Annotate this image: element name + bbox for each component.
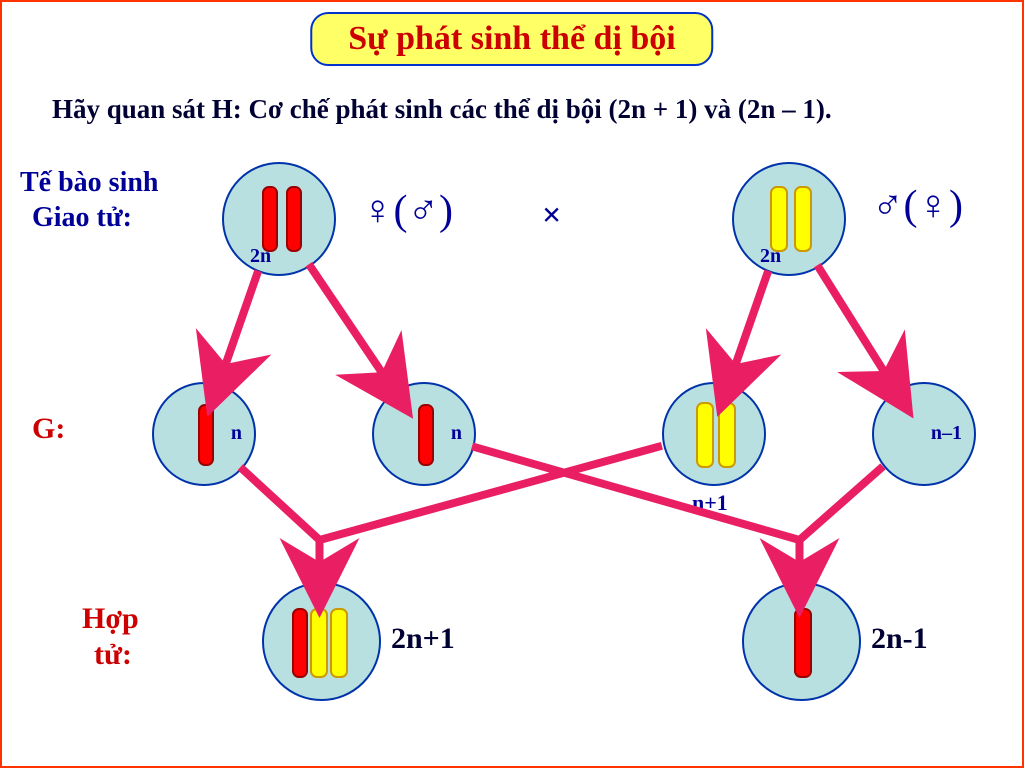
row3-label-a: Hợp	[82, 602, 139, 636]
female-male-symbol: ♀(♂)	[362, 187, 453, 235]
title-text: Sự phát sinh thể dị bội	[348, 20, 675, 57]
chromosome-yellow	[718, 402, 736, 468]
cell-g_right2: n–1	[872, 382, 976, 486]
cross-symbol: ×	[542, 197, 561, 235]
subtitle-text: Hãy quan sát H: Cơ chế phát sinh các thể…	[52, 94, 982, 125]
row1-label-b: Giao tử:	[32, 202, 132, 234]
chromosome-yellow	[330, 608, 348, 678]
chromosome-red	[262, 186, 278, 252]
ploidy-label: 2n-1	[871, 622, 928, 656]
arrow	[817, 265, 888, 378]
arrow-merge-in	[320, 446, 662, 540]
row3-label-b: tử:	[94, 638, 132, 672]
ploidy-label: n–1	[931, 422, 962, 445]
chromosome-red	[292, 608, 308, 678]
chromosome-yellow	[770, 186, 788, 252]
chromosome-yellow	[310, 608, 328, 678]
chromosome-red	[794, 608, 812, 678]
chromosome-red	[286, 186, 302, 252]
cell-parent_left: 2n	[222, 162, 336, 276]
arrow	[223, 271, 258, 372]
chromosome-yellow	[696, 402, 714, 468]
title-box: Sự phát sinh thể dị bội	[310, 12, 713, 66]
row2-label: G:	[32, 412, 65, 446]
arrow	[733, 271, 768, 372]
cell-z_left	[262, 582, 381, 701]
ploidy-label: 2n	[760, 245, 781, 268]
cell-g_right1	[662, 382, 766, 486]
ploidy-label: n	[231, 422, 242, 445]
ploidy-label: n+1	[692, 490, 728, 516]
arrow-merge-in	[800, 466, 883, 540]
ploidy-label: n	[451, 422, 462, 445]
arrow	[309, 264, 386, 379]
male-female-symbol: ♂(♀)	[872, 182, 963, 230]
cell-g_left1: n	[152, 382, 256, 486]
chromosome-red	[198, 404, 214, 466]
chromosome-yellow	[794, 186, 812, 252]
row1-label-a: Tế bào sinh	[20, 167, 159, 199]
diagram-frame: Sự phát sinh thể dị bội Hãy quan sát H: …	[0, 0, 1024, 768]
cell-parent_right: 2n	[732, 162, 846, 276]
cell-g_left2: n	[372, 382, 476, 486]
ploidy-label: 2n	[250, 245, 271, 268]
ploidy-label: 2n+1	[391, 622, 455, 656]
chromosome-red	[418, 404, 434, 466]
arrow-merge-in	[240, 467, 319, 540]
cell-z_right	[742, 582, 861, 701]
